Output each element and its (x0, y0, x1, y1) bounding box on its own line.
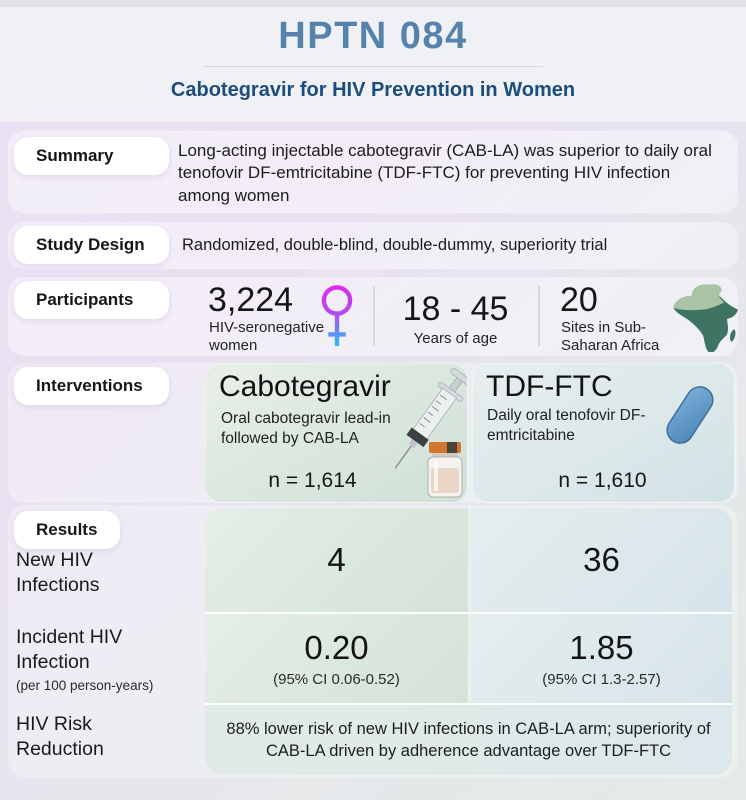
results-divider-1 (205, 612, 732, 614)
new-infections-label: New HIV Infections (16, 549, 100, 596)
header-divider (203, 66, 543, 67)
interventions-label: Interventions (14, 367, 169, 405)
cab-arm-description: Oral cabotegravir lead-in followed by CA… (221, 410, 391, 447)
participants-count: 3,224 (208, 281, 294, 319)
tdf-arm-name: TDF-FTC (486, 370, 613, 403)
risk-reduction-text: 88% lower risk of new HIV infections in … (226, 719, 711, 760)
africa-map-icon (673, 284, 738, 352)
results-label: Results (14, 511, 120, 549)
risk-reduction-cell: 88% lower risk of new HIV infections in … (205, 705, 732, 775)
syringe-vial-icon (395, 368, 467, 498)
new-infections-tdf-cell: 36 (471, 508, 732, 612)
top-strip (0, 0, 746, 7)
participants-sites-caption: Sites in Sub-Saharan Africa (561, 319, 660, 355)
participants-age-range: 18 - 45 (402, 290, 509, 328)
header: HPTN 084 Cabotegravir for HIV Prevention… (0, 0, 746, 122)
results-divider-2 (205, 703, 732, 705)
new-infections-tdf-value: 36 (583, 541, 620, 578)
participants-divider-1 (373, 286, 375, 346)
tdf-arm-n: n = 1,610 (558, 469, 647, 492)
incidence-cab-ci: (95% CI 0.06-0.52) (273, 671, 400, 688)
participants-sites-count: 20 (560, 281, 598, 319)
female-symbol-icon (321, 285, 353, 347)
tdf-arm-description: Daily oral tenofovir DF-emtricitabine (487, 407, 646, 444)
summary-text: Long-acting injectable cabotegravir (CAB… (178, 141, 712, 205)
incidence-label: Incident HIV Infection (16, 626, 123, 673)
participants-age-caption: Years of age (413, 330, 498, 347)
pill-capsule-icon (666, 386, 714, 444)
incidence-sublabel: (per 100 person-years) (16, 678, 154, 693)
participants-label: Participants (14, 281, 169, 319)
summary-label: Summary (14, 137, 169, 175)
study-design-text: Randomized, double-blind, double-dummy, … (182, 236, 608, 254)
incidence-tdf-value: 1.85 (569, 629, 634, 666)
study-title: HPTN 084 (278, 15, 468, 57)
incidence-cab-cell: 0.20 (95% CI 0.06-0.52) (205, 614, 468, 703)
incidence-cab-value: 0.20 (304, 629, 369, 666)
participants-divider-2 (538, 286, 540, 346)
participants-count-caption: HIV-seronegative women (209, 319, 325, 355)
new-infections-cab-cell: 4 (205, 508, 468, 612)
incidence-tdf-ci: (95% CI 1.3-2.57) (542, 671, 661, 688)
incidence-tdf-cell: 1.85 (95% CI 1.3-2.57) (471, 614, 732, 703)
cab-arm-name: Cabotegravir (219, 370, 391, 403)
cab-arm-n: n = 1,614 (268, 469, 357, 492)
risk-reduction-label: HIV Risk Reduction (16, 713, 104, 760)
new-infections-cab-value: 4 (327, 541, 346, 578)
study-design-label: Study Design (14, 226, 169, 264)
study-subtitle: Cabotegravir for HIV Prevention in Women (170, 79, 576, 101)
